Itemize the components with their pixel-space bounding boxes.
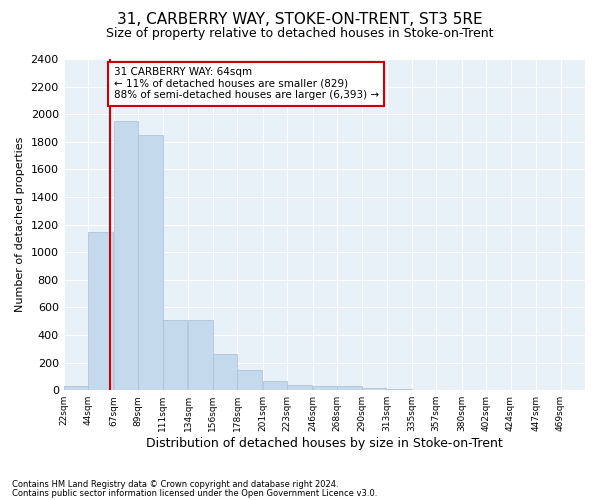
Y-axis label: Number of detached properties: Number of detached properties xyxy=(15,137,25,312)
Bar xyxy=(113,121,138,390)
Bar xyxy=(263,381,287,390)
Bar xyxy=(387,389,412,390)
Bar xyxy=(237,370,262,390)
X-axis label: Distribution of detached houses by size in Stoke-on-Trent: Distribution of detached houses by size … xyxy=(146,437,503,450)
Bar xyxy=(163,320,187,390)
Bar xyxy=(287,384,311,390)
Bar xyxy=(212,354,237,390)
Bar xyxy=(362,388,386,390)
Bar xyxy=(337,386,362,390)
Text: 31 CARBERRY WAY: 64sqm
← 11% of detached houses are smaller (829)
88% of semi-de: 31 CARBERRY WAY: 64sqm ← 11% of detached… xyxy=(113,68,379,100)
Text: Size of property relative to detached houses in Stoke-on-Trent: Size of property relative to detached ho… xyxy=(106,28,494,40)
Bar xyxy=(138,135,163,390)
Bar xyxy=(88,232,113,390)
Text: 31, CARBERRY WAY, STOKE-ON-TRENT, ST3 5RE: 31, CARBERRY WAY, STOKE-ON-TRENT, ST3 5R… xyxy=(117,12,483,28)
Text: Contains public sector information licensed under the Open Government Licence v3: Contains public sector information licen… xyxy=(12,488,377,498)
Bar xyxy=(313,386,337,390)
Text: Contains HM Land Registry data © Crown copyright and database right 2024.: Contains HM Land Registry data © Crown c… xyxy=(12,480,338,489)
Bar xyxy=(188,320,212,390)
Bar xyxy=(64,386,88,390)
